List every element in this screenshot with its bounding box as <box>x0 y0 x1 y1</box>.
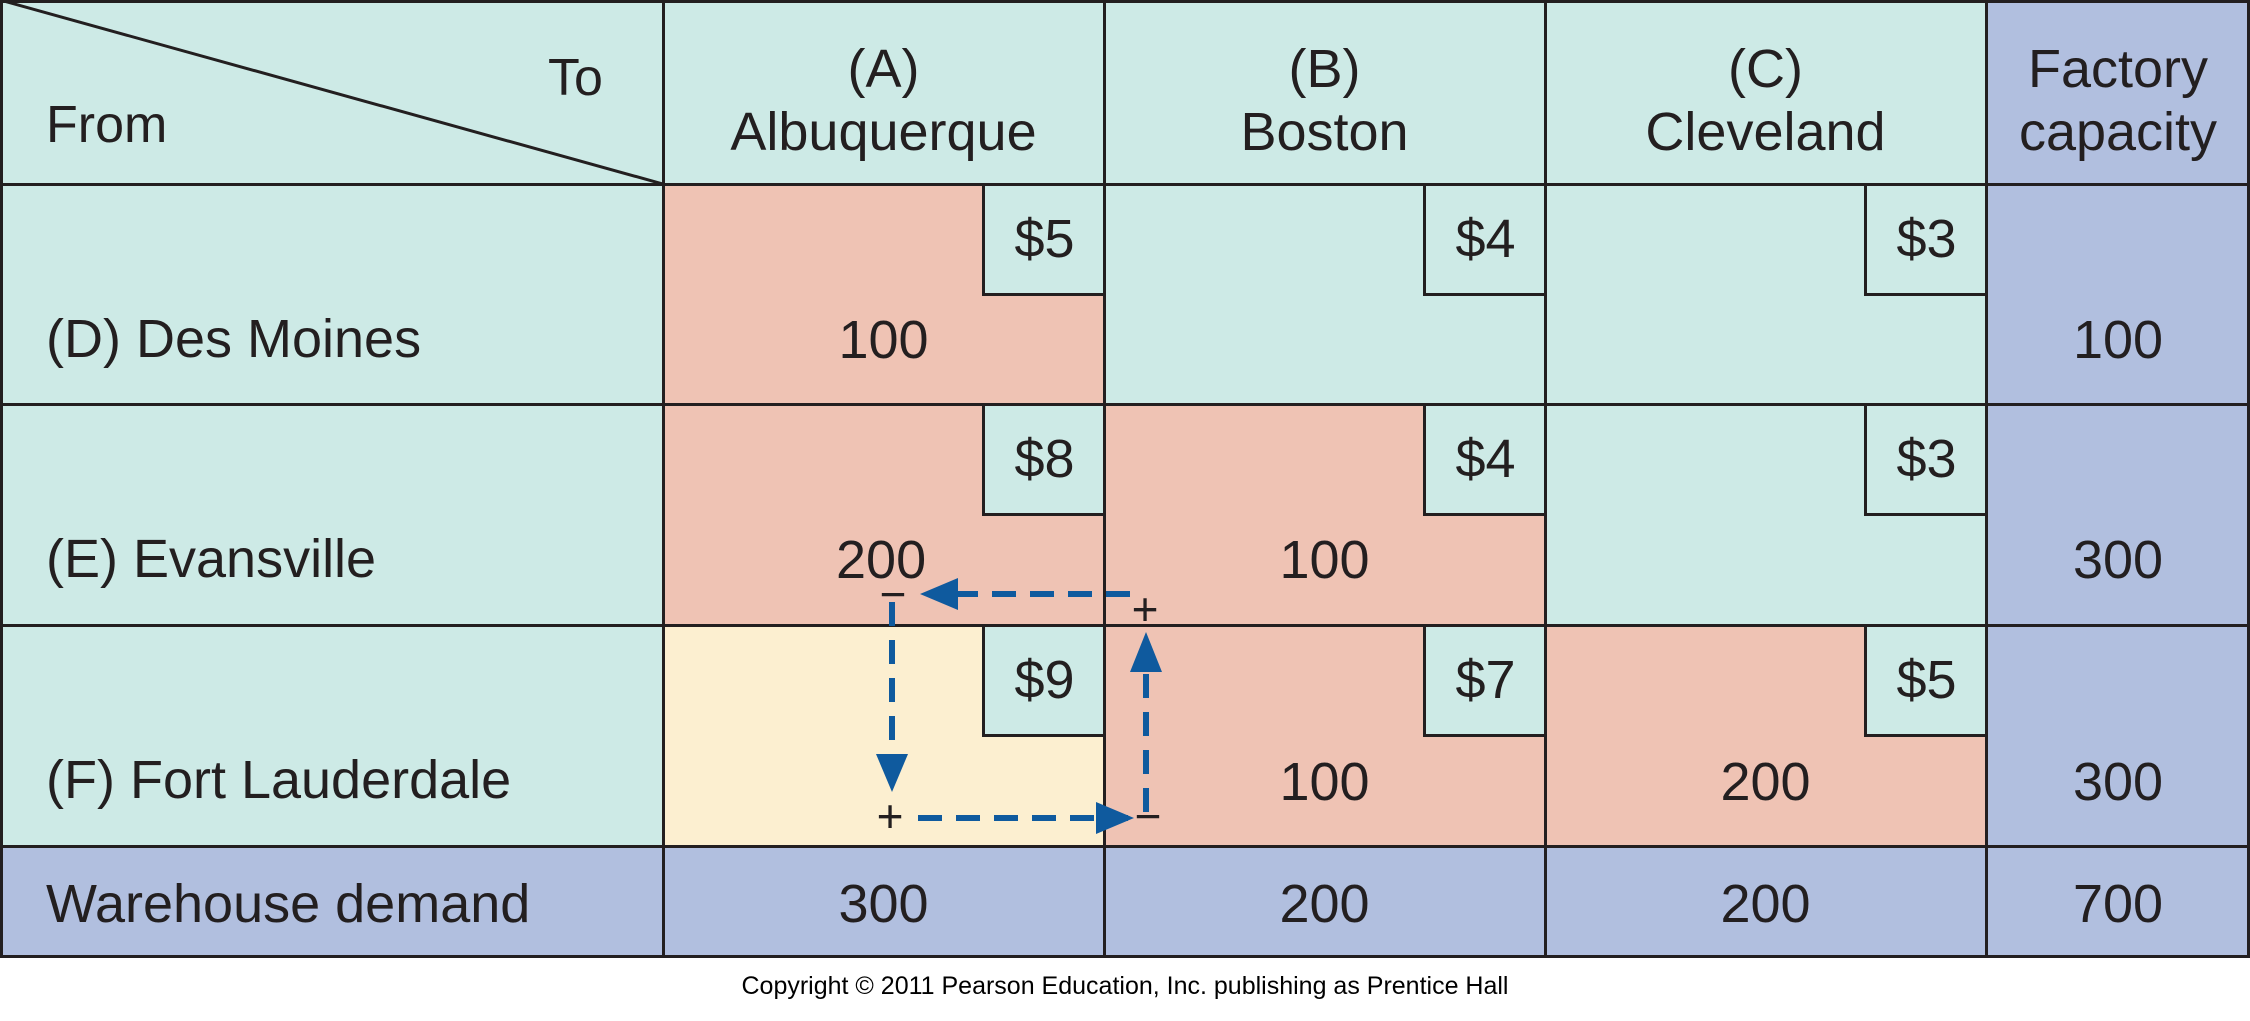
shipment-value: 100 <box>838 310 929 370</box>
cost-box: $9 <box>982 625 1104 737</box>
diagonal-line <box>0 0 663 184</box>
cell-evansville-cleveland: $3 <box>1545 404 1986 625</box>
to-label: To <box>548 49 603 107</box>
cell-evansville-boston: $4 100 <box>1104 404 1545 625</box>
from-to-header-cell: To From <box>0 0 663 184</box>
grid-line <box>0 0 3 958</box>
demand-cleveland: 200 <box>1545 846 1986 957</box>
capacity-header: Factory capacity <box>1986 0 2250 184</box>
column-header-cleveland: (C) Cleveland <box>1545 0 1986 184</box>
capacity-fort-lauderdale: 300 <box>1986 625 2250 846</box>
grid-line <box>1544 0 1547 958</box>
sign-fort-lauderdale-albuquerque: + <box>877 790 904 842</box>
cost-box: $7 <box>1423 625 1545 737</box>
arrowhead-right <box>1096 802 1134 834</box>
row-label-des-moines: (D) Des Moines <box>0 184 663 404</box>
column-name: Cleveland <box>1645 102 1886 162</box>
capacity-header-line1: Factory <box>2027 39 2209 99</box>
cost-box: $4 <box>1423 184 1545 296</box>
shipment-value: 200 <box>836 530 927 590</box>
cost-box: $3 <box>1864 404 1986 516</box>
demand-albuquerque: 300 <box>663 846 1104 957</box>
shipment-value: 200 <box>1720 752 1811 812</box>
capacity-value: 300 <box>2072 530 2164 590</box>
cell-fort-lauderdale-cleveland: $5 200 <box>1545 625 1986 846</box>
sign-evansville-albuquerque: − <box>880 568 907 620</box>
shipment-value: 100 <box>1279 752 1370 812</box>
demand-row-label: Warehouse demand <box>0 846 663 957</box>
sign-evansville-boston: + <box>1132 583 1159 635</box>
sign-fort-lauderdale-boston: − <box>1135 790 1162 842</box>
demand-boston: 200 <box>1104 846 1545 957</box>
cell-des-moines-cleveland: $3 <box>1545 184 1986 404</box>
from-label: From <box>46 96 168 154</box>
grid-line <box>1103 0 1106 958</box>
grid-line <box>0 0 2250 3</box>
column-header-boston: (B) Boston <box>1104 0 1545 184</box>
column-header-albuquerque: (A) Albuquerque <box>663 0 1104 184</box>
demand-total: 700 <box>1986 846 2250 957</box>
capacity-des-moines: 100 <box>1986 184 2250 404</box>
cell-des-moines-albuquerque: $5 100 <box>663 184 1104 404</box>
demand-label: Warehouse demand <box>46 874 531 934</box>
arrowhead-up <box>1130 632 1162 672</box>
capacity-header-line2: capacity <box>2018 102 2218 162</box>
grid-line <box>0 955 2250 958</box>
copyright-notice: Copyright © 2011 Pearson Education, Inc.… <box>741 972 1509 1000</box>
arrowheads <box>876 578 1162 834</box>
cell-fort-lauderdale-albuquerque: $9 <box>663 625 1104 846</box>
row-label: (D) Des Moines <box>46 309 422 369</box>
demand-value: 200 <box>1720 874 1811 934</box>
cost-box: $5 <box>982 184 1104 296</box>
demand-value: 200 <box>1279 874 1370 934</box>
arrowhead-down <box>876 754 908 792</box>
column-code: (B) <box>1288 39 1361 99</box>
row-label-evansville: (E) Evansville <box>0 404 663 625</box>
column-name: Albuquerque <box>730 102 1037 162</box>
arrowhead-left <box>920 578 958 610</box>
demand-value: 300 <box>838 874 929 934</box>
cell-des-moines-boston: $4 <box>1104 184 1545 404</box>
grid-line <box>1985 0 1988 958</box>
grid-line <box>662 0 665 958</box>
shipment-value: 100 <box>1279 530 1370 590</box>
row-label: (E) Evansville <box>46 529 377 589</box>
capacity-value: 300 <box>2072 752 2164 812</box>
column-code: (C) <box>1728 39 1803 99</box>
cost-box: $3 <box>1864 184 1986 296</box>
grid-line <box>0 403 2250 406</box>
grid-line <box>0 183 2250 186</box>
grid-line <box>2247 0 2250 958</box>
column-name: Boston <box>1240 102 1409 162</box>
grid-line <box>0 624 2250 627</box>
cell-evansville-albuquerque: $8 200 <box>663 404 1104 625</box>
capacity-value: 100 <box>2072 310 2164 370</box>
cell-fort-lauderdale-boston: $7 100 <box>1104 625 1545 846</box>
row-label-fort-lauderdale: (F) Fort Lauderdale <box>0 625 663 846</box>
grid-line <box>0 845 2250 848</box>
capacity-evansville: 300 <box>1986 404 2250 625</box>
cost-box: $4 <box>1423 404 1545 516</box>
row-label: (F) Fort Lauderdale <box>46 750 512 810</box>
cost-box: $8 <box>982 404 1104 516</box>
demand-total-value: 700 <box>2072 874 2164 934</box>
column-code: (A) <box>847 39 920 99</box>
cost-box: $5 <box>1864 625 1986 737</box>
